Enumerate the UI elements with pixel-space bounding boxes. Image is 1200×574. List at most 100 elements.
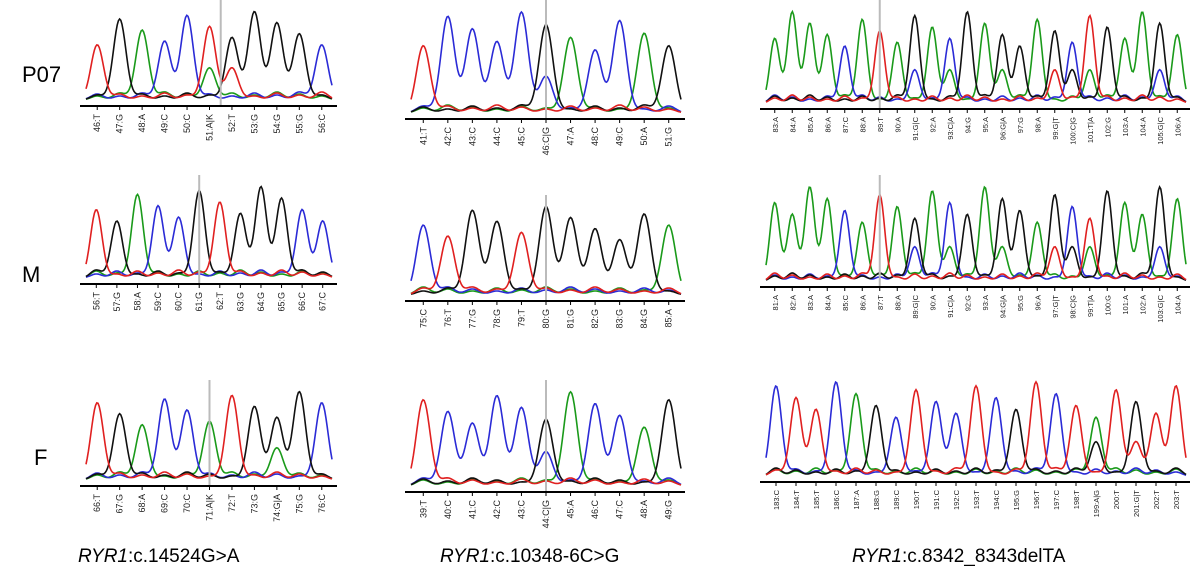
base-call-label: 90:A — [928, 295, 937, 310]
base-call-label: 51:A|K — [205, 114, 215, 141]
base-call-label: 95:A — [981, 117, 990, 132]
base-call-label: 196:T — [1032, 490, 1041, 510]
base-call-label: 51:G — [664, 127, 674, 147]
base-call-label: 86:A — [823, 117, 832, 132]
chromatogram-m-c10348: 75:C 76:T 77:G 78:G 79:T 80:G 81:G 82:G 83:G 84:G… — [405, 195, 685, 355]
base-call-label: 43:C — [467, 127, 477, 147]
base-call-label: 88:A — [858, 117, 867, 132]
chromatogram-m-c14524: 56:T 57:G 58:A 59:C 60:C 61:G 62:T 63:G 64:G 65:G… — [80, 175, 337, 340]
chromatogram-p07-c8342: 83:A 84:A 85:A 86:A 87:C 88:A 89:T 90:A 91:G|C 92… — [760, 0, 1190, 165]
base-call-label: 85:A — [664, 309, 674, 328]
base-call-label: 99:G|T — [1051, 117, 1060, 140]
chromatogram-svg: 75:C 76:T 77:G 78:G 79:T 80:G 81:G 82:G 83:G 84:G… — [405, 195, 685, 329]
base-call-label: 48:A — [639, 500, 649, 519]
base-call-label: 103:G|C — [1156, 294, 1165, 322]
base-call-label: 76:T — [443, 309, 453, 328]
trace-C — [765, 380, 1187, 476]
base-call-label: 84:A — [823, 295, 832, 310]
base-call-label: 78:G — [492, 309, 502, 329]
base-call-label: 197:C — [1052, 489, 1061, 510]
base-call-label: 97:G — [1016, 117, 1025, 133]
base-call-label: 46:C — [590, 500, 600, 520]
trace-T — [765, 380, 1187, 476]
base-call-label: 93:A — [981, 295, 990, 310]
base-call-label: 42:C — [443, 127, 453, 147]
base-call-label: 184:T — [792, 490, 801, 510]
base-call-label: 101:A — [1121, 295, 1130, 315]
base-call-label: 84:A — [788, 117, 797, 132]
base-call-label: 202:T — [1152, 490, 1161, 510]
base-call-label: 193:T — [972, 490, 981, 510]
trace-A — [765, 9, 1187, 102]
base-call-label: 183:C — [772, 489, 781, 510]
base-call-label: 56:C — [317, 114, 327, 134]
base-call-label: 94:G|A — [998, 295, 1007, 318]
base-call-label: 89:G|C — [911, 294, 920, 318]
base-call-label: 40:C — [443, 500, 453, 520]
base-call-label: 105:G|C — [1156, 116, 1165, 144]
base-call-label: 49:G — [664, 500, 674, 520]
row-label-m: M — [22, 262, 41, 287]
base-call-label: 77:G — [467, 309, 477, 329]
base-call-label: 84:G — [639, 309, 649, 329]
chromatogram-m-c8342: 81:A 82:A 83:A 84:A 85:C 86:A 87:T 88:A 89:G|C 90… — [760, 175, 1190, 345]
trace-T — [85, 25, 333, 99]
base-call-label: 99:T|A — [1086, 295, 1095, 317]
base-call-label: 44:C|G — [541, 500, 551, 528]
base-call-label: 54:G — [272, 114, 282, 134]
base-call-label: 64:G — [256, 292, 266, 312]
variant-name: :c.10348-6C>G — [489, 546, 620, 567]
base-call-label: 93:C|A — [946, 117, 955, 140]
base-call-label: 89:T — [876, 117, 885, 132]
chromatogram-svg: 183:C 184:T 185:T 186:C 187:A 188:G 189:C 190:T… — [760, 380, 1190, 517]
base-call-label: 44:C — [492, 127, 502, 147]
base-call-label: 100:C|G — [1068, 117, 1077, 145]
base-call-label: 70:C — [182, 494, 192, 514]
base-call-label: 85:A — [806, 117, 815, 132]
base-call-label: 185:T — [812, 490, 821, 510]
base-call-label: 106:A — [1173, 117, 1182, 137]
row-label-f: F — [34, 445, 48, 470]
base-call-label: 65:G — [277, 292, 287, 312]
base-call-label: 46:T — [92, 114, 102, 133]
base-call-label: 67:C — [318, 292, 328, 312]
base-call-label: 192:C — [952, 489, 961, 510]
base-call-label: 52:T — [227, 114, 237, 133]
base-call-label: 86:A — [858, 295, 867, 310]
base-call-label: 102:G — [1103, 117, 1112, 138]
base-call-label: 39:T — [418, 500, 428, 519]
chromatogram-f-c14524: 66:T 67:G 68:A 69:C 70:C 71:A|K 72:T 73:G 74:G|A… — [80, 380, 337, 540]
base-call-label: 41:C — [467, 500, 477, 520]
base-call-label: 95:G — [1016, 295, 1025, 311]
base-call-label: 43:C — [516, 500, 526, 520]
gene-name: RYR1 — [852, 546, 902, 567]
base-call-label: 83:A — [806, 295, 815, 310]
base-call-label: 60:C — [174, 292, 184, 312]
base-call-label: 200:T — [1112, 490, 1121, 510]
base-call-label: 42:C — [492, 500, 502, 520]
base-call-label: 189:C — [892, 489, 901, 510]
gene-name: RYR1 — [78, 546, 128, 567]
base-call-label: 66:T — [92, 494, 102, 513]
base-call-label: 48:A — [137, 114, 147, 133]
base-call-label: 83:A — [771, 117, 780, 132]
base-call-label: 74:G|A — [272, 494, 282, 522]
base-call-label: 97:G|T — [1051, 295, 1060, 318]
trace-T — [765, 193, 1187, 281]
base-call-label: 56:T — [91, 292, 101, 311]
trace-G — [85, 10, 333, 100]
chromatogram-svg: 46:T 47:G 48:A 49:C 50:C 51:A|K 52:T 53:G 54:G 55… — [80, 0, 337, 141]
base-call-label: 55:G — [294, 114, 304, 134]
base-call-label: 81:A — [771, 295, 780, 310]
chromatogram-f-c10348: 39:T 40:C 41:C 42:C 43:C 44:C|G 45:A 46:C 47:C 48… — [405, 380, 685, 550]
base-call-label: 198:T — [1072, 490, 1081, 510]
base-call-label: 85:C — [841, 294, 850, 310]
base-call-label: 80:G — [541, 309, 551, 329]
base-call-label: 94:G — [963, 117, 972, 133]
trace-G — [765, 400, 1187, 476]
base-call-label: 45:C — [516, 127, 526, 147]
base-call-label: 203:T — [1172, 490, 1181, 510]
base-call-label: 186:C — [832, 489, 841, 510]
variant-name: :c.14524G>A — [127, 546, 240, 567]
base-call-label: 96:A — [1033, 295, 1042, 310]
